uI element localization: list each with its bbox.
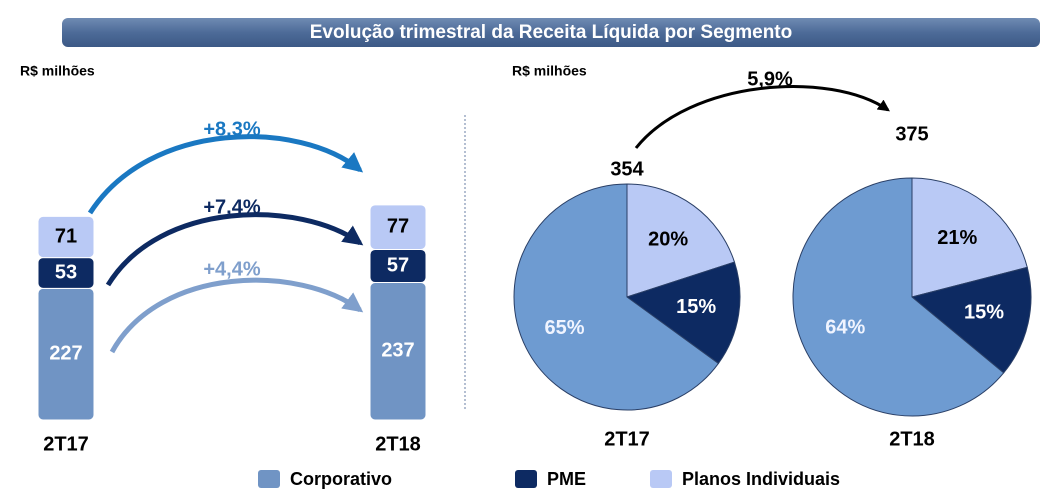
data-label: 227 — [49, 342, 82, 364]
data-label: 237 — [381, 340, 414, 362]
pie-category: 2T17 — [604, 428, 650, 450]
bar-segment — [37, 215, 95, 259]
pie-total: 354 — [610, 158, 644, 180]
unit-label: R$ milhões — [512, 63, 587, 79]
legend-swatch — [650, 470, 672, 488]
pie-slice — [910, 266, 1032, 374]
x-tick-label: 2T18 — [375, 433, 421, 455]
growth-arrow — [87, 134, 364, 215]
pie-slice — [513, 183, 720, 411]
legend-swatch — [515, 470, 537, 488]
growth-arrow — [634, 84, 890, 149]
legend-label: Planos Individuais — [682, 469, 840, 489]
growth-arrow — [109, 277, 364, 354]
unit-label: R$ milhões — [20, 63, 95, 79]
pie-category: 2T18 — [889, 428, 935, 450]
legend-label: PME — [547, 469, 586, 489]
growth-label: +8,3% — [203, 118, 260, 140]
pie-label: 21% — [937, 227, 977, 249]
bar-segment — [369, 204, 427, 250]
growth-arrow — [105, 212, 364, 287]
pie-slice — [626, 183, 736, 298]
title-banner — [62, 18, 1040, 47]
legend-swatch — [258, 470, 280, 488]
data-label: 71 — [55, 225, 77, 247]
pie-slice — [792, 177, 1005, 417]
data-label: 53 — [55, 261, 77, 283]
pie-slice — [911, 177, 1028, 298]
chart-title: Evolução trimestral da Receita Líquida p… — [310, 22, 793, 43]
pie-total: 375 — [895, 123, 928, 145]
growth-label: +4,4% — [203, 258, 260, 280]
pie-label: 15% — [676, 296, 716, 318]
pie-label: 20% — [648, 229, 688, 251]
x-tick-label: 2T17 — [43, 433, 89, 455]
data-label: 77 — [387, 215, 409, 237]
pie-label: 15% — [964, 301, 1004, 323]
data-label: 57 — [387, 254, 409, 276]
growth-label: 5,9% — [747, 68, 793, 90]
pie-label: 65% — [545, 317, 585, 339]
growth-label: +7,4% — [203, 196, 260, 218]
pie-label: 64% — [825, 317, 865, 339]
legend-label: Corporativo — [290, 469, 392, 489]
pie-slice — [625, 261, 741, 365]
